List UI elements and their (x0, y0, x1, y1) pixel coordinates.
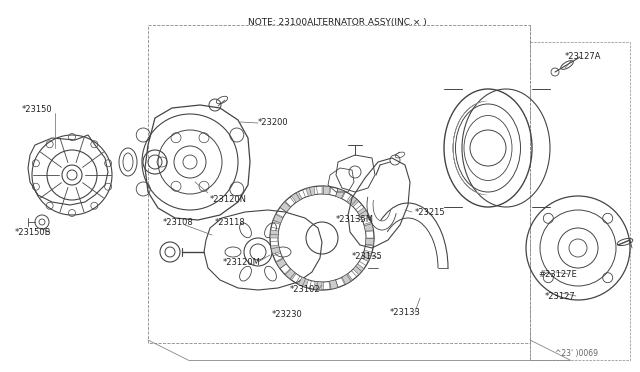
Text: #23127E: #23127E (538, 270, 577, 279)
Polygon shape (280, 201, 291, 212)
Text: ^23' )0069: ^23' )0069 (555, 349, 598, 358)
Bar (530, 42, 630, 360)
Text: *23135M: *23135M (336, 215, 374, 224)
Polygon shape (353, 264, 364, 275)
Text: NOTE: 23100ALTERNATOR ASSY(INC.× ): NOTE: 23100ALTERNATOR ASSY(INC.× ) (248, 18, 427, 27)
Text: *23120N: *23120N (210, 195, 247, 204)
Text: *23102: *23102 (290, 285, 321, 294)
Text: *23135: *23135 (352, 252, 383, 261)
Polygon shape (276, 258, 287, 269)
Polygon shape (322, 186, 330, 195)
Text: *23230: *23230 (272, 310, 303, 319)
Polygon shape (291, 192, 302, 202)
Text: *23133: *23133 (390, 308, 421, 317)
Text: *23108: *23108 (163, 218, 194, 227)
Polygon shape (365, 238, 374, 246)
Text: *23215: *23215 (415, 208, 445, 217)
Polygon shape (335, 189, 346, 199)
Text: *23127: *23127 (545, 292, 576, 301)
Text: *23127A: *23127A (565, 52, 602, 61)
Polygon shape (364, 222, 373, 231)
Polygon shape (348, 196, 359, 207)
Polygon shape (342, 273, 353, 284)
Polygon shape (273, 214, 283, 224)
Polygon shape (298, 277, 308, 288)
Text: *23120M: *23120M (223, 258, 261, 267)
Bar (148, 25, 530, 343)
Polygon shape (270, 230, 278, 238)
Text: *23200: *23200 (258, 118, 289, 127)
Text: *23150B: *23150B (15, 228, 51, 237)
Polygon shape (314, 282, 322, 290)
Polygon shape (329, 280, 338, 289)
Polygon shape (285, 269, 296, 280)
Polygon shape (361, 251, 371, 262)
Text: *23150: *23150 (22, 105, 52, 114)
Text: *23118: *23118 (215, 218, 246, 227)
Polygon shape (306, 187, 315, 196)
Polygon shape (358, 208, 369, 218)
Polygon shape (271, 245, 280, 254)
